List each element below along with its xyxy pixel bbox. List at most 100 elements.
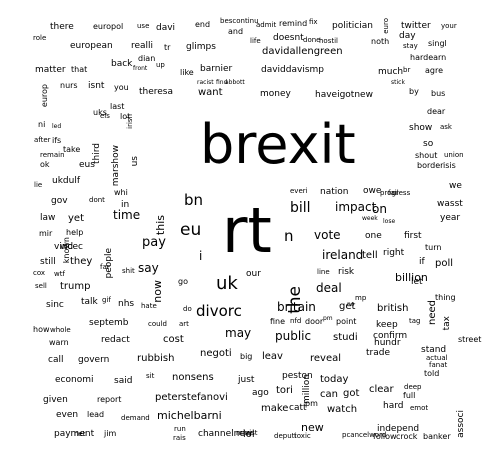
cloud-word: end xyxy=(195,21,210,29)
cloud-word: redact xyxy=(101,336,130,345)
cloud-word: nhs xyxy=(118,300,134,309)
cloud-word: cox xyxy=(33,270,45,277)
cloud-word: one xyxy=(365,232,382,241)
cloud-word: on xyxy=(372,203,387,215)
cloud-word: gif xyxy=(102,297,111,304)
cloud-word: nurs xyxy=(60,82,78,90)
cloud-word: last xyxy=(110,103,124,111)
cloud-word: risk xyxy=(338,268,354,277)
cloud-word: us xyxy=(131,156,140,166)
cloud-word: matter xyxy=(35,66,66,75)
cloud-word: may xyxy=(225,327,251,339)
cloud-word: like xyxy=(180,69,194,77)
cloud-word: take xyxy=(63,146,80,154)
cloud-word: poll xyxy=(435,259,453,269)
cloud-word: clear xyxy=(369,385,394,395)
cloud-word: they xyxy=(70,257,92,267)
cloud-word: point xyxy=(336,318,356,326)
cloud-word: ireland xyxy=(322,249,363,261)
cloud-word: daviddavismp xyxy=(261,66,324,75)
cloud-word: say xyxy=(138,262,159,274)
cloud-word: bn xyxy=(184,193,203,208)
cloud-word: public xyxy=(275,330,311,342)
cloud-word: far xyxy=(100,264,110,271)
cloud-word: want xyxy=(198,88,223,98)
cloud-word: up xyxy=(156,62,165,69)
cloud-word: deep xyxy=(404,384,422,391)
cloud-word: law xyxy=(40,214,55,223)
cloud-word: week xyxy=(362,216,378,222)
cloud-word: glimps xyxy=(186,43,216,52)
cloud-word: tag xyxy=(409,318,420,325)
cloud-word: barnier xyxy=(200,65,232,74)
cloud-word: remind xyxy=(279,20,307,28)
cloud-word: make xyxy=(261,404,288,414)
cloud-word: role xyxy=(33,35,46,42)
cloud-word: tr xyxy=(164,44,170,52)
cloud-word: hard xyxy=(383,402,403,411)
cloud-word: bescontinu xyxy=(220,18,259,25)
cloud-word: ni xyxy=(38,121,45,129)
cloud-word: dont xyxy=(89,197,105,204)
cloud-word: first xyxy=(404,232,422,241)
cloud-word: marshow xyxy=(112,145,121,186)
cloud-word: catt xyxy=(289,404,307,413)
cloud-word: border xyxy=(417,162,443,170)
cloud-word: twitter xyxy=(401,22,431,31)
cloud-word: cost xyxy=(163,335,184,345)
cloud-word: rt xyxy=(222,200,272,262)
cloud-word: haveigotnew xyxy=(315,91,373,100)
cloud-word: associ xyxy=(457,410,466,438)
cloud-word: demand xyxy=(121,415,150,422)
cloud-word: just xyxy=(238,376,254,385)
cloud-word: banker xyxy=(423,433,451,441)
cloud-word: full xyxy=(403,392,415,400)
cloud-word: no xyxy=(347,302,354,308)
cloud-word: go xyxy=(178,278,188,286)
cloud-word: use xyxy=(137,23,149,30)
cloud-word: davi xyxy=(156,24,175,33)
cloud-word: whole xyxy=(50,327,71,334)
cloud-word: union xyxy=(444,152,464,159)
cloud-word: street xyxy=(458,336,481,344)
cloud-word: davidallengreen xyxy=(262,47,343,57)
cloud-word: got xyxy=(343,389,359,399)
cloud-word: isis xyxy=(443,162,456,170)
cloud-word: shout xyxy=(415,152,437,160)
cloud-word: ukdulf xyxy=(52,177,80,186)
cloud-word: said xyxy=(114,377,132,386)
cloud-word: time xyxy=(113,209,140,221)
cloud-word: we xyxy=(449,182,462,191)
cloud-word: eus xyxy=(79,161,95,170)
cloud-word: by xyxy=(409,88,419,96)
cloud-word: emot xyxy=(410,405,428,412)
cloud-word: theresa xyxy=(139,88,173,97)
cloud-word: today xyxy=(320,375,348,385)
cloud-word: sinc xyxy=(46,301,64,310)
cloud-word: fine xyxy=(270,318,285,326)
cloud-word: front xyxy=(133,66,147,72)
cloud-word: nation xyxy=(320,188,348,197)
cloud-word: life xyxy=(250,38,261,45)
cloud-word: hundr xyxy=(374,339,401,348)
cloud-word: everi xyxy=(290,188,308,195)
cloud-word: politician xyxy=(332,22,373,31)
cloud-word: toxic xyxy=(294,433,311,440)
cloud-word: now xyxy=(152,280,163,303)
cloud-word: so xyxy=(423,140,433,149)
cloud-word: you xyxy=(114,84,129,92)
cloud-word: given xyxy=(43,396,68,405)
cloud-word: rubbish xyxy=(137,354,174,364)
cloud-word: nonsens xyxy=(172,373,214,383)
cloud-word: there xyxy=(50,23,74,32)
cloud-word: impact xyxy=(335,201,376,213)
cloud-word: much xyxy=(378,68,403,77)
cloud-word: nfd xyxy=(290,318,301,325)
cloud-word: realli xyxy=(131,42,153,51)
cloud-word: fanat xyxy=(429,362,447,369)
cloud-word: sit xyxy=(146,373,154,380)
cloud-word: hardearn xyxy=(410,54,446,62)
cloud-word: negoti xyxy=(200,349,232,359)
cloud-word: racist xyxy=(197,80,214,86)
